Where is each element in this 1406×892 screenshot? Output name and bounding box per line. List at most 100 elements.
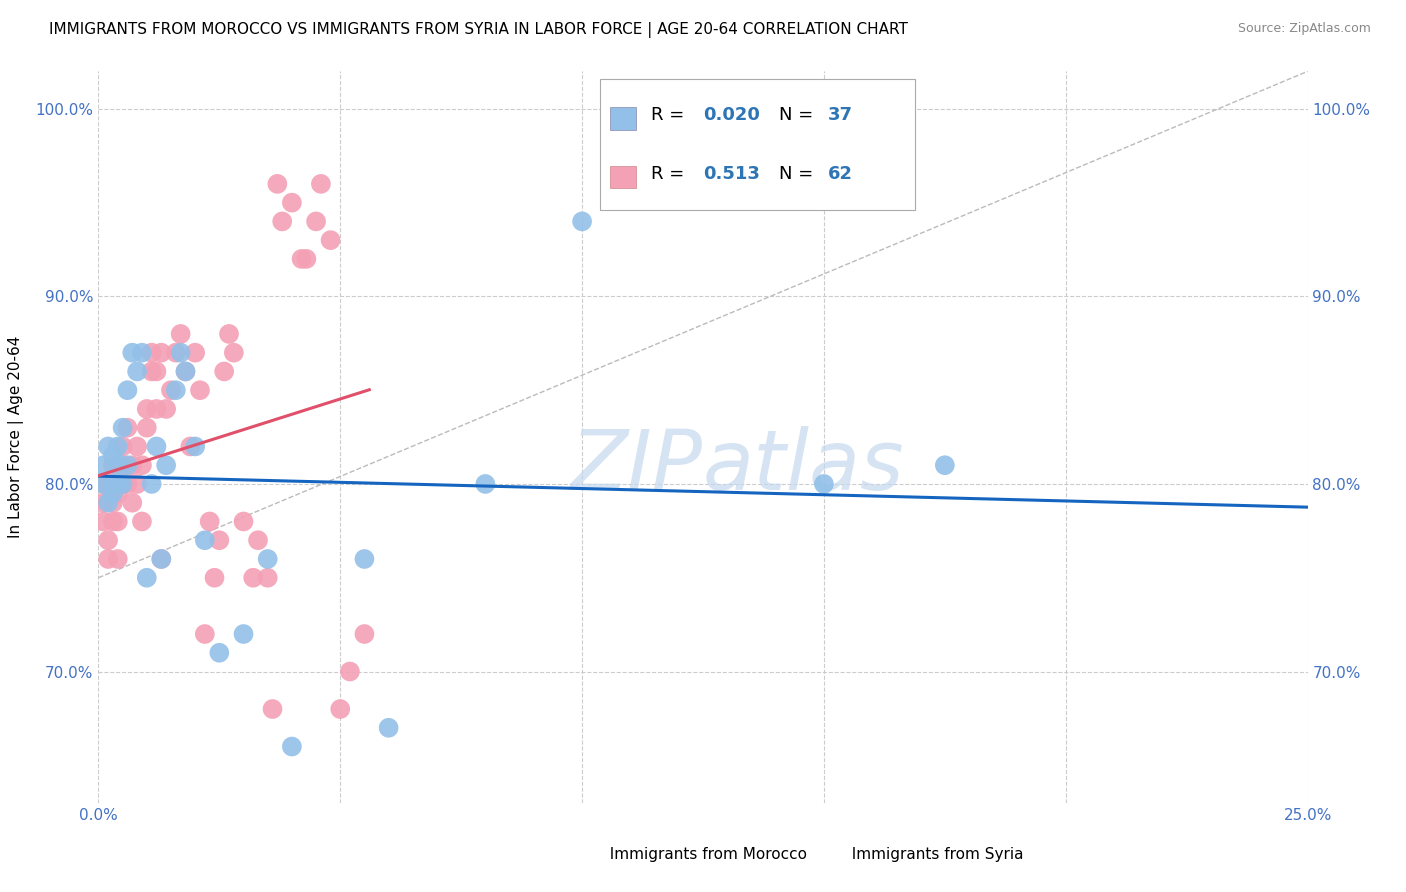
Point [91, 477, 114, 491]
Point [107, 486, 129, 500]
FancyBboxPatch shape [824, 844, 845, 867]
Text: Immigrants from Morocco: Immigrants from Morocco [600, 847, 807, 862]
Point [281, 195, 304, 210]
Point [377, 721, 399, 735]
Point [353, 627, 375, 641]
Point [141, 364, 163, 378]
Point [131, 515, 153, 529]
Point [145, 364, 167, 378]
Text: N =: N = [779, 165, 820, 183]
Point [208, 646, 231, 660]
Point [97, 552, 120, 566]
Point [150, 345, 173, 359]
Point [141, 345, 163, 359]
Text: R =: R = [651, 165, 696, 183]
Point [179, 440, 201, 454]
Text: 37: 37 [828, 106, 852, 124]
Point [150, 552, 173, 566]
Point [305, 214, 328, 228]
Point [107, 440, 129, 454]
Point [150, 552, 173, 566]
Point [135, 420, 157, 434]
Text: R =: R = [651, 106, 690, 124]
Point [121, 345, 143, 359]
Point [188, 383, 211, 397]
Point [131, 345, 153, 359]
Point [111, 458, 134, 473]
Text: IMMIGRANTS FROM MOROCCO VS IMMIGRANTS FROM SYRIA IN LABOR FORCE | AGE 20-64 CORR: IMMIGRANTS FROM MOROCCO VS IMMIGRANTS FR… [49, 22, 908, 38]
Point [256, 552, 278, 566]
Point [169, 345, 191, 359]
Point [474, 477, 496, 491]
Point [101, 486, 124, 500]
Point [141, 477, 163, 491]
Point [353, 552, 375, 566]
Point [165, 383, 187, 397]
FancyBboxPatch shape [610, 166, 637, 188]
Point [242, 571, 264, 585]
Point [319, 233, 342, 247]
Point [121, 458, 143, 473]
Point [117, 383, 139, 397]
Point [309, 177, 332, 191]
Point [218, 326, 240, 341]
Point [121, 496, 143, 510]
FancyBboxPatch shape [582, 844, 603, 867]
Point [232, 627, 254, 641]
Point [91, 515, 114, 529]
Point [91, 458, 114, 473]
Point [194, 627, 217, 641]
FancyBboxPatch shape [610, 107, 637, 130]
Point [571, 214, 593, 228]
Point [127, 440, 149, 454]
Text: Source: ZipAtlas.com: Source: ZipAtlas.com [1237, 22, 1371, 36]
Point [155, 458, 177, 473]
Point [111, 420, 134, 434]
FancyBboxPatch shape [600, 78, 915, 211]
Text: 62: 62 [828, 165, 852, 183]
Point [232, 515, 254, 529]
Point [329, 702, 352, 716]
Point [208, 533, 231, 548]
Text: Immigrants from Syria: Immigrants from Syria [842, 847, 1024, 862]
Point [91, 477, 114, 491]
Point [131, 458, 153, 473]
Point [107, 458, 129, 473]
Text: ZIP: ZIP [571, 425, 703, 507]
Point [271, 214, 294, 228]
Point [107, 477, 129, 491]
Point [184, 440, 207, 454]
Point [101, 515, 124, 529]
Point [169, 326, 191, 341]
Point [290, 252, 312, 266]
Point [117, 477, 139, 491]
Point [101, 496, 124, 510]
Point [111, 477, 134, 491]
Point [281, 739, 304, 754]
Point [135, 571, 157, 585]
Point [145, 401, 167, 416]
Text: 0.513: 0.513 [703, 165, 759, 183]
Point [101, 458, 124, 473]
Point [127, 364, 149, 378]
Point [117, 458, 139, 473]
Point [813, 477, 835, 491]
Point [160, 383, 183, 397]
Point [194, 533, 217, 548]
Point [256, 571, 278, 585]
Text: N =: N = [779, 106, 820, 124]
Text: 0.020: 0.020 [703, 106, 759, 124]
Point [174, 364, 197, 378]
Point [117, 420, 139, 434]
Point [262, 702, 284, 716]
Point [339, 665, 361, 679]
Point [101, 477, 124, 491]
Point [165, 345, 187, 359]
Point [247, 533, 270, 548]
Text: atlas: atlas [703, 425, 904, 507]
Point [212, 364, 235, 378]
Point [934, 458, 956, 473]
Point [111, 477, 134, 491]
Point [97, 496, 120, 510]
Point [145, 440, 167, 454]
